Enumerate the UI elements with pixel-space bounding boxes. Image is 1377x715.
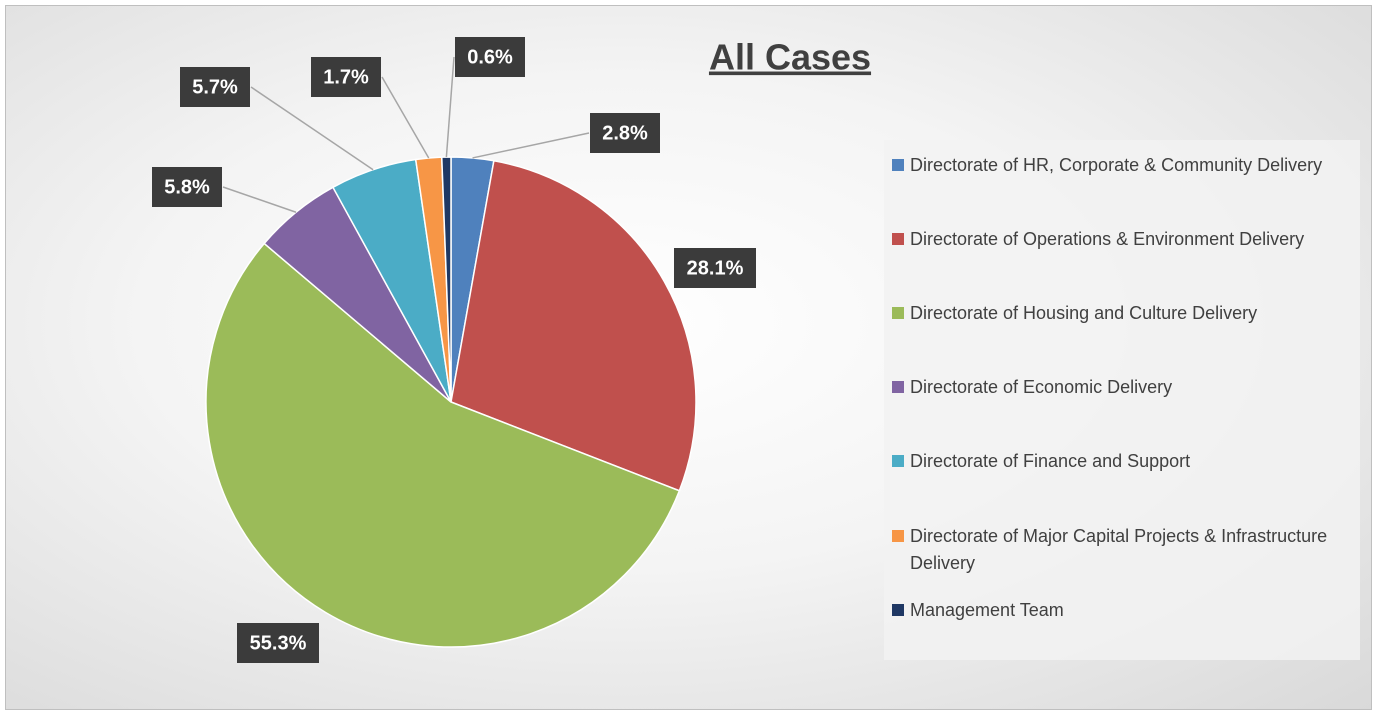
data-label-box: [237, 623, 319, 663]
legend-item: Directorate of Finance and Support: [892, 448, 1357, 475]
leader-line: [222, 186, 297, 213]
legend-label: Management Team: [910, 600, 1064, 620]
legend-swatch: [892, 604, 904, 616]
legend-item: Directorate of Major Capital Projects & …: [892, 523, 1357, 577]
data-label-box: [180, 67, 250, 107]
chart-title: All Cases: [709, 37, 871, 78]
legend-label: Directorate of HR, Corporate & Community…: [910, 155, 1323, 175]
data-label: 0.6%: [467, 46, 513, 68]
pie-slice: [205, 242, 681, 648]
legend-label: Directorate of Major Capital Projects & …: [910, 526, 1328, 573]
legend-swatch: [892, 455, 904, 467]
legend-item: Directorate of HR, Corporate & Community…: [892, 152, 1357, 179]
legend-item: Directorate of Operations & Environment …: [892, 226, 1357, 253]
legend-item: Directorate of Housing and Culture Deliv…: [892, 300, 1357, 327]
leader-line: [250, 86, 374, 171]
legend-swatch: [892, 530, 904, 542]
data-label: 28.1%: [687, 257, 744, 279]
data-label: 1.7%: [323, 66, 369, 88]
legend-swatch: [892, 307, 904, 319]
data-label: 2.8%: [602, 122, 648, 144]
legend: Directorate of HR, Corporate & Community…: [884, 140, 1360, 660]
data-label: 55.3%: [250, 632, 307, 654]
legend-swatch: [892, 159, 904, 171]
pie-slice: [450, 159, 697, 492]
data-label-box: [590, 113, 660, 153]
data-label-box: [152, 167, 222, 207]
legend-label: Directorate of Economic Delivery: [910, 377, 1173, 397]
legend-swatch: [892, 381, 904, 393]
leader-line: [381, 76, 430, 159]
data-label: 5.7%: [192, 76, 238, 98]
data-label-box: [674, 248, 756, 288]
leader-line: [445, 56, 455, 158]
legend-item: Management Team: [892, 597, 1357, 624]
data-label-box: [455, 37, 525, 77]
legend-label: Directorate of Housing and Culture Deliv…: [910, 303, 1258, 323]
legend-label: Directorate of Finance and Support: [910, 451, 1191, 471]
legend-swatch: [892, 233, 904, 245]
data-label-box: [311, 57, 381, 97]
legend-label: Directorate of Operations & Environment …: [910, 229, 1305, 249]
legend-item: Directorate of Economic Delivery: [892, 374, 1357, 401]
data-label: 5.8%: [164, 176, 210, 198]
leader-line: [472, 132, 590, 159]
